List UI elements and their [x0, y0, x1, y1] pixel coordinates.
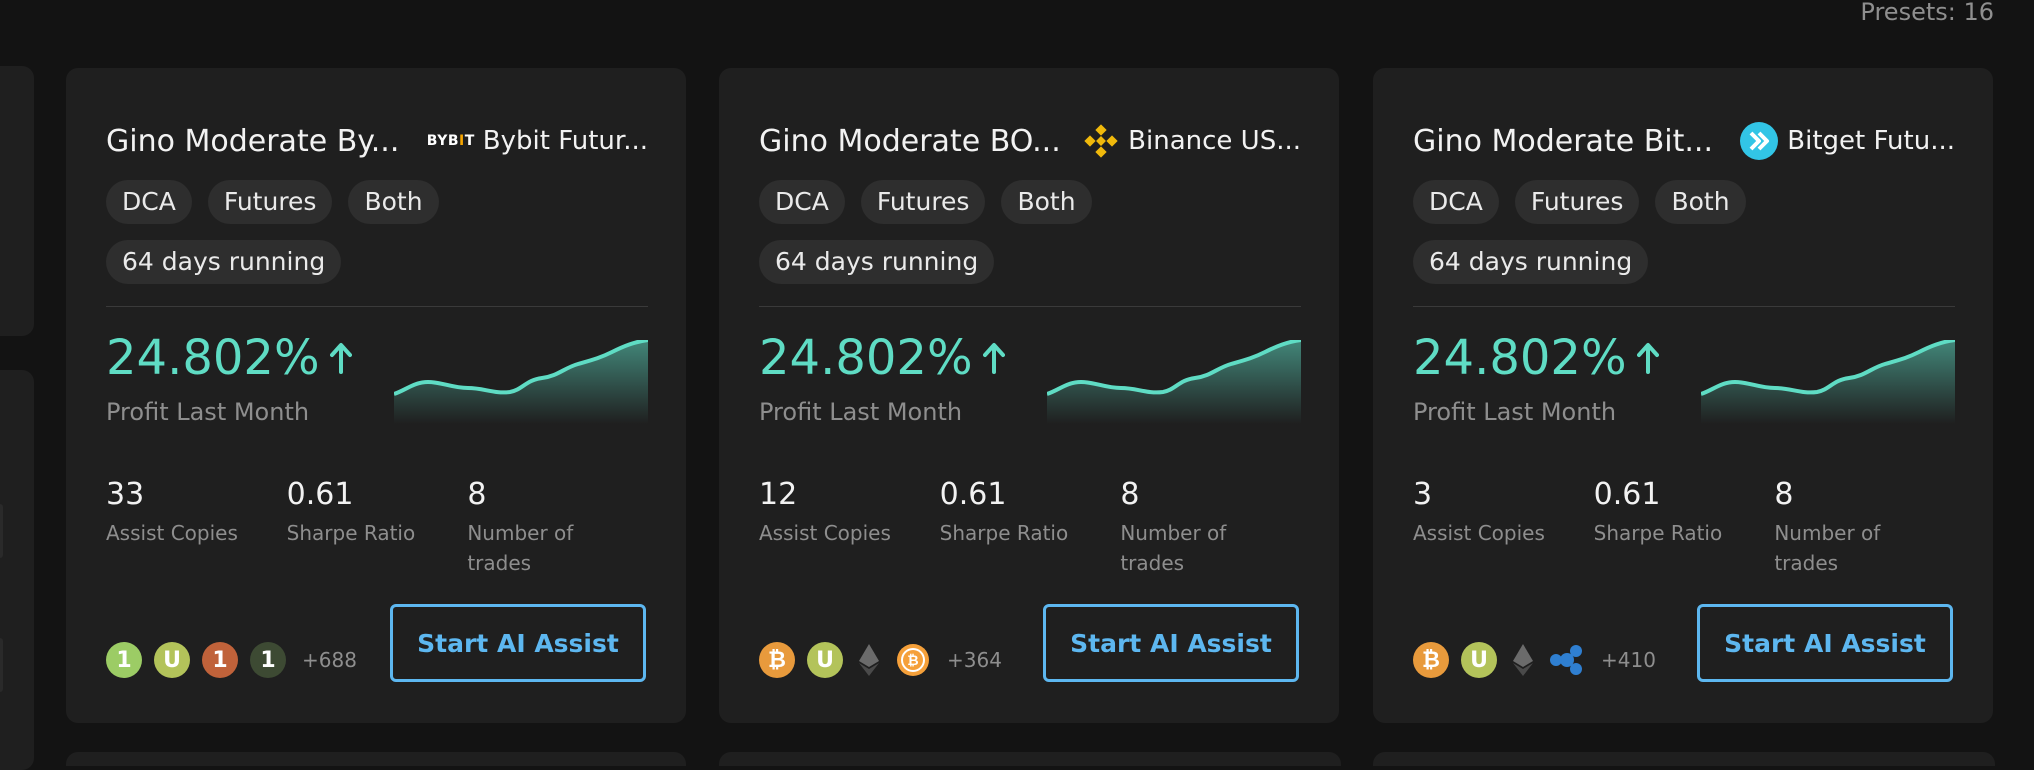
profit-value: 24.802%	[106, 330, 352, 386]
tag: DCA	[1413, 180, 1499, 224]
presets-count: Presets: 16	[1860, 0, 1994, 26]
card-header: Gino Moderate By... BYBIT Bybit Futur...	[106, 116, 648, 166]
exchange: BYBIT Bybit Futur...	[427, 126, 648, 156]
profit-percent: 24.802%	[759, 330, 973, 386]
divider	[106, 306, 648, 307]
exchange: Bitget Futu...	[1739, 121, 1955, 161]
divider	[1413, 306, 1955, 307]
stat-assist-copies: 33 Assist Copies	[106, 477, 238, 545]
stats-row: 3 Assist Copies 0.61 Sharpe Ratio 8 Number …	[1413, 476, 1955, 578]
tag: Both	[348, 180, 439, 224]
tag-list: DCA Futures Both	[106, 180, 439, 224]
profit-block: 24.802% Profit Last Month	[1413, 330, 1659, 426]
running-duration-tag: 64 days running	[106, 240, 342, 284]
ethereum-icon	[859, 644, 879, 676]
coin-1-icon: 1	[106, 642, 142, 678]
preset-title: Gino Moderate By...	[106, 123, 400, 159]
coin-1-dark-icon: 1	[250, 642, 286, 678]
coin-1-orange-icon: 1	[202, 642, 238, 678]
coin-u-icon: U	[807, 642, 843, 678]
preset-title: Gino Moderate Bit...	[1413, 123, 1713, 159]
preset-card[interactable]: Gino Moderate Bit... Bitget Futu... DCA …	[1373, 68, 1993, 723]
profit-block: 24.802% Profit Last Month	[759, 330, 1005, 426]
svg-text:₿: ₿	[907, 653, 918, 669]
start-ai-assist-button[interactable]: Start AI Assist	[390, 604, 646, 682]
binance-logo-icon	[1084, 124, 1118, 158]
xrp-icon	[1550, 645, 1582, 675]
ethereum-icon	[1513, 644, 1533, 676]
stats-row: 12 Assist Copies 0.61 Sharpe Ratio 8 Number…	[759, 476, 1301, 578]
previous-card-fragment	[0, 504, 3, 558]
bitcoin-ring-icon: ₿	[897, 644, 929, 676]
arrow-up-icon	[982, 343, 1005, 374]
exchange-name: Bybit Futur...	[482, 126, 648, 156]
profit-label: Profit Last Month	[106, 398, 310, 426]
tag-list: DCA Futures Both	[1413, 180, 1746, 224]
profit-sparkline	[1047, 340, 1301, 424]
bitcoin-icon: ₿	[1413, 642, 1449, 678]
arrow-up-icon	[1636, 343, 1659, 374]
exchange-name: Bitget Futu...	[1787, 126, 1955, 156]
running-duration-tag: 64 days running	[1413, 240, 1649, 284]
stat-sharpe-ratio: 0.61 Sharpe Ratio	[286, 477, 416, 545]
running-duration-tag: 64 days running	[759, 240, 995, 284]
profit-value: 24.802%	[759, 330, 1005, 386]
stat-number-of-trades: 8 Number of trades	[467, 477, 574, 575]
next-row-card-edge	[719, 752, 1341, 766]
card-header: Gino Moderate BO... Binance US...	[759, 116, 1301, 166]
tag: Both	[1001, 180, 1092, 224]
stats-row: 33 Assist Copies 0.61 Sharpe Ratio 8 Number…	[106, 476, 648, 578]
stat-number-of-trades: 8 Number of trades	[1774, 477, 1881, 575]
exchange-name: Binance US...	[1128, 126, 1301, 156]
profit-value: 24.802%	[1413, 330, 1659, 386]
next-row-card-edge	[66, 752, 686, 766]
previous-card-edge	[0, 66, 34, 336]
coin-u-icon: U	[1461, 642, 1497, 678]
profit-sparkline	[394, 340, 648, 424]
tag: Both	[1655, 180, 1746, 224]
next-row-card-edge	[1373, 752, 1995, 766]
bitget-logo-icon	[1740, 122, 1779, 160]
preset-title: Gino Moderate BO...	[759, 123, 1061, 159]
stat-assist-copies: 3 Assist Copies	[1413, 477, 1545, 545]
stat-sharpe-ratio: 0.61 Sharpe Ratio	[939, 477, 1069, 545]
coin-u-icon: U	[154, 642, 190, 678]
preset-card[interactable]: Gino Moderate BO... Binance US... DCA Fu…	[719, 68, 1339, 723]
stat-assist-copies: 12 Assist Copies	[759, 477, 891, 545]
arrow-up-icon	[329, 343, 352, 374]
exchange: Binance US...	[1082, 122, 1301, 160]
start-ai-assist-button[interactable]: Start AI Assist	[1697, 604, 1953, 682]
profit-percent: 24.802%	[1413, 330, 1627, 386]
profit-label: Profit Last Month	[1413, 398, 1617, 426]
profit-block: 24.802% Profit Last Month	[106, 330, 352, 426]
bitcoin-icon: ₿	[759, 642, 795, 678]
coin-list: ₿ U +410	[1413, 642, 1656, 678]
tag: DCA	[106, 180, 192, 224]
profit-label: Profit Last Month	[759, 398, 963, 426]
profit-percent: 24.802%	[106, 330, 320, 386]
card-header: Gino Moderate Bit... Bitget Futu...	[1413, 116, 1955, 166]
tag-list: DCA Futures Both	[759, 180, 1092, 224]
coin-list: ₿ U ₿ +364	[759, 642, 1002, 678]
profit-sparkline	[1701, 340, 1955, 424]
stat-sharpe-ratio: 0.61 Sharpe Ratio	[1593, 477, 1723, 545]
coins-more-count: +410	[1601, 648, 1656, 672]
bybit-logo-icon: BYBIT	[426, 133, 475, 149]
tag: Futures	[1514, 180, 1640, 224]
tag: Futures	[860, 180, 986, 224]
tag: DCA	[759, 180, 845, 224]
coins-more-count: +364	[947, 648, 1002, 672]
previous-card-edge-lower	[0, 370, 34, 770]
start-ai-assist-button[interactable]: Start AI Assist	[1043, 604, 1299, 682]
tag: Futures	[207, 180, 333, 224]
coin-list: 1 U 1 1 +688	[106, 642, 357, 678]
previous-card-fragment	[0, 638, 3, 692]
preset-card[interactable]: Gino Moderate By... BYBIT Bybit Futur...…	[66, 68, 686, 723]
coins-more-count: +688	[302, 648, 357, 672]
divider	[759, 306, 1301, 307]
stat-number-of-trades: 8 Number of trades	[1120, 477, 1227, 575]
